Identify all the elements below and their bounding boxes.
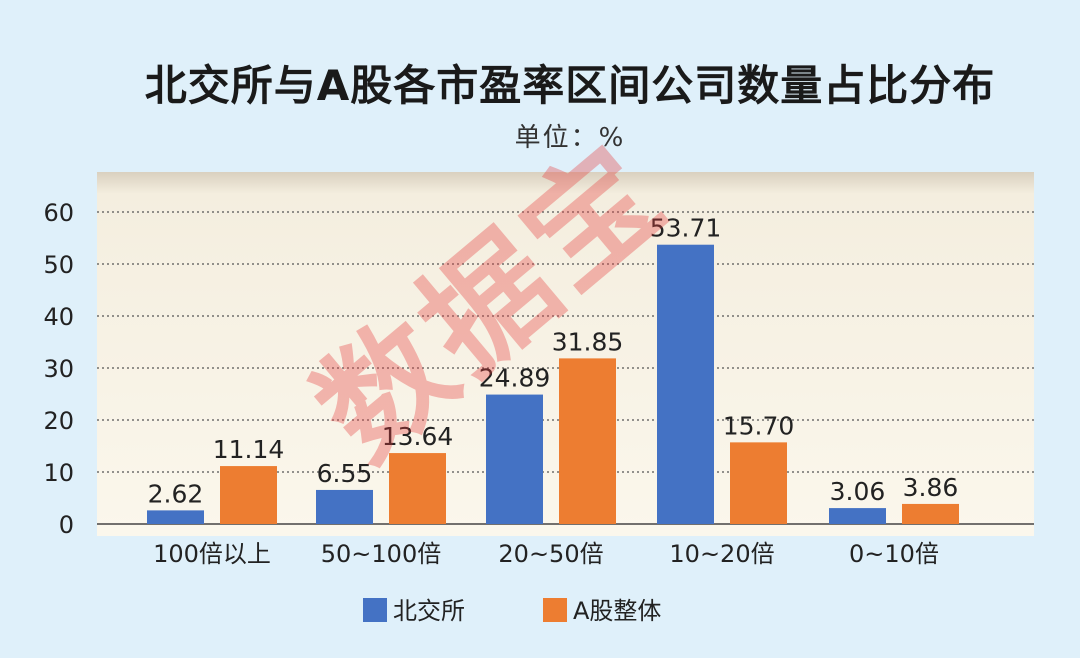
bar-bjs-4 xyxy=(829,508,886,524)
bar-bjs-0 xyxy=(147,510,204,524)
legend-label: 北交所 xyxy=(393,597,465,625)
x-category-label: 50~100倍 xyxy=(321,540,441,568)
chart-title: 北交所与A股各市盈率区间公司数量占比分布 xyxy=(144,61,996,110)
y-tick-label: 40 xyxy=(43,303,74,331)
bar-ashare-4 xyxy=(902,503,959,524)
legend-swatch xyxy=(363,598,387,622)
y-tick-label: 60 xyxy=(43,199,74,227)
bar-bjs-3 xyxy=(657,244,714,524)
data-label: 31.85 xyxy=(552,327,624,356)
y-tick-label: 10 xyxy=(43,459,74,487)
legend-swatch xyxy=(543,598,567,622)
y-tick-label: 20 xyxy=(43,407,74,435)
x-category-label: 10~20倍 xyxy=(669,540,774,568)
x-category-label: 100倍以上 xyxy=(153,540,271,568)
x-category-label: 0~10倍 xyxy=(849,540,939,568)
data-label: 24.89 xyxy=(479,364,551,393)
bar-ashare-1 xyxy=(389,453,446,524)
data-label: 3.86 xyxy=(903,473,959,502)
bar-ashare-2 xyxy=(559,358,616,524)
data-label: 3.06 xyxy=(830,477,886,506)
data-label: 13.64 xyxy=(382,422,454,451)
y-tick-label: 0 xyxy=(59,511,74,539)
y-tick-label: 50 xyxy=(43,251,74,279)
chart-unit: 单位：% xyxy=(514,123,626,153)
bar-ashare-3 xyxy=(730,442,787,524)
x-category-label: 20~50倍 xyxy=(498,540,603,568)
bar-bjs-1 xyxy=(316,489,373,524)
data-label: 53.71 xyxy=(650,214,722,243)
data-label: 11.14 xyxy=(213,435,285,464)
legend-label: A股整体 xyxy=(573,597,661,625)
y-tick-label: 30 xyxy=(43,355,74,383)
data-label: 6.55 xyxy=(317,459,373,488)
data-label: 2.62 xyxy=(148,479,204,508)
bar-ashare-0 xyxy=(220,466,277,524)
bar-bjs-2 xyxy=(486,394,543,524)
data-label: 15.70 xyxy=(723,411,795,440)
